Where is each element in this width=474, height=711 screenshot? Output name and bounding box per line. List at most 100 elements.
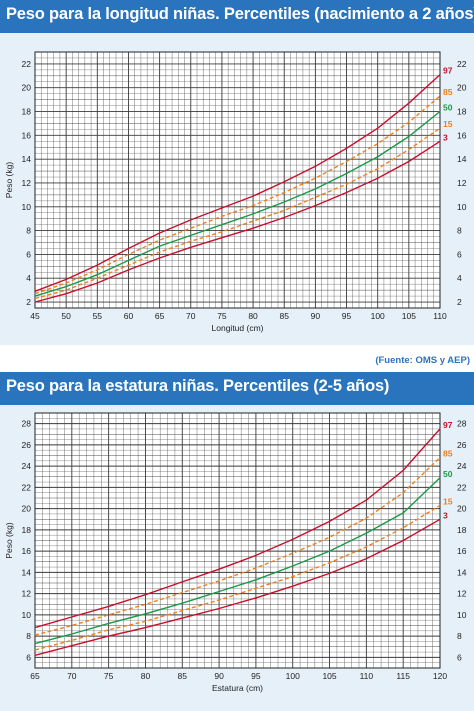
chart2-y-tick-label-left: 8 (26, 631, 31, 641)
chart2-x-tick-label: 85 (178, 671, 188, 681)
chart1-y-tick-label-right: 4 (457, 273, 462, 283)
chart1-x-tick-label: 90 (311, 311, 321, 321)
chart2-x-axis-label: Estatura (cm) (212, 683, 263, 693)
chart2-y-tick-label-left: 6 (26, 652, 31, 662)
chart1-series-label-p15: 15 (443, 119, 453, 129)
chart1-title: Peso para la longitud niñas. Percentiles… (6, 5, 474, 23)
chart1-y-tick-label-right: 16 (457, 130, 467, 140)
chart2-x-tick-label: 95 (251, 671, 261, 681)
chart1-series-p85 (34, 95, 441, 295)
chart2-series-label-p97: 97 (443, 420, 453, 430)
chart1-y-tick-label-left: 2 (26, 297, 31, 307)
chart2-y-axis-label: Peso (kg) (4, 522, 14, 559)
chart2-y-tick-label-left: 18 (22, 525, 32, 535)
chart2-title: Peso para la estatura niñas. Percentiles… (6, 377, 390, 395)
chart1-x-tick-label: 100 (371, 311, 385, 321)
chart2-series-p97 (34, 428, 441, 629)
chart2-y-tick-label-right: 10 (457, 610, 467, 620)
chart1-y-tick-label-left: 16 (22, 130, 32, 140)
chart2-y-tick-label-right: 12 (457, 589, 467, 599)
chart2-series-p85 (34, 457, 441, 636)
chart2-y-tick-label-right: 26 (457, 440, 467, 450)
chart1-plot-border (34, 51, 441, 309)
chart1-y-tick-label-right: 8 (457, 226, 462, 236)
chart2-series-label-p85: 85 (443, 449, 453, 459)
chart1-series-label-p97: 97 (443, 66, 453, 76)
chart1-y-tick-label-left: 14 (22, 154, 32, 164)
chart1-x-axis-label: Longitud (cm) (212, 323, 264, 333)
chart2-y-tick-label-left: 12 (22, 589, 32, 599)
chart2-x-tick-label: 65 (30, 671, 40, 681)
chart2-y-tick-label-left: 14 (22, 567, 32, 577)
chart2-series-label-p50: 50 (443, 469, 453, 479)
chart1-x-tick-label: 50 (61, 311, 71, 321)
chart1-y-tick-label-right: 14 (457, 154, 467, 164)
chart2-y-tick-label-right: 24 (457, 461, 467, 471)
chart2-x-tick-label: 105 (322, 671, 336, 681)
chart2-x-tick-label: 70 (67, 671, 77, 681)
chart2-y-tick-label-left: 10 (22, 610, 32, 620)
chart1-y-tick-label-left: 8 (26, 226, 31, 236)
chart1-series-p15 (34, 127, 441, 300)
chart1-y-tick-label-right: 18 (457, 107, 467, 117)
chart2-y-tick-label-left: 26 (22, 440, 32, 450)
chart2-y-tick-label-right: 16 (457, 546, 467, 556)
chart2-x-tick-label: 90 (214, 671, 224, 681)
chart2-y-tick-label-left: 20 (22, 504, 32, 514)
chart1-series-label-p50: 50 (443, 103, 453, 113)
chart1-x-tick-label: 65 (155, 311, 165, 321)
chart1-y-tick-label-right: 10 (457, 202, 467, 212)
chart2-y-tick-label-right: 18 (457, 525, 467, 535)
chart1-x-tick-label: 95 (342, 311, 352, 321)
chart2-x-tick-label: 110 (360, 671, 374, 681)
chart2-series-label-p3: 3 (443, 510, 448, 520)
chart1-x-tick-label: 55 (93, 311, 103, 321)
chart1-y-tick-label-right: 22 (457, 59, 467, 69)
chart1-x-tick-label: 80 (248, 311, 258, 321)
chart1-y-tick-label-right: 6 (457, 249, 462, 259)
chart1-y-tick-label-left: 6 (26, 249, 31, 259)
chart2-series-p50 (34, 477, 441, 645)
chart2-plot-border (34, 412, 441, 669)
chart2-y-tick-label-left: 24 (22, 461, 32, 471)
chart2-x-tick-label: 75 (104, 671, 114, 681)
chart1-y-tick-label-left: 20 (22, 83, 32, 93)
chart2-y-tick-label-right: 6 (457, 652, 462, 662)
chart1-series-p97 (34, 74, 441, 292)
chart1-x-tick-label: 60 (124, 311, 134, 321)
chart1-y-tick-label-left: 18 (22, 107, 32, 117)
chart1-plot-area (35, 52, 440, 308)
chart2-y-tick-label-right: 8 (457, 631, 462, 641)
chart2-y-tick-label-left: 16 (22, 546, 32, 556)
chart1-x-tick-label: 70 (186, 311, 196, 321)
chart2-series-p15 (34, 504, 441, 651)
chart1-series-p3 (34, 140, 441, 303)
chart2-x-tick-label: 120 (433, 671, 447, 681)
chart2-y-tick-label-right: 20 (457, 504, 467, 514)
chart2-y-tick-label-left: 22 (22, 482, 32, 492)
chart1-y-tick-label-left: 10 (22, 202, 32, 212)
chart2-series-label-p15: 15 (443, 496, 453, 506)
chart1-x-tick-label: 45 (30, 311, 40, 321)
chart1-series-p50 (34, 110, 441, 297)
chart1-y-tick-label-right: 20 (457, 83, 467, 93)
chart1-header: Peso para la longitud niñas. Percentiles… (0, 0, 474, 33)
chart1-x-tick-label: 75 (217, 311, 227, 321)
chart1-y-tick-label-right: 12 (457, 178, 467, 188)
chart2-y-tick-label-left: 28 (22, 419, 32, 429)
chart1-x-tick-label: 85 (279, 311, 289, 321)
chart2-header: Peso para la estatura niñas. Percentiles… (0, 372, 474, 405)
chart1-x-tick-label: 110 (433, 311, 447, 321)
chart2-y-tick-label-right: 22 (457, 482, 467, 492)
chart1-y-tick-label-left: 12 (22, 178, 32, 188)
chart1-y-tick-label-left: 22 (22, 59, 32, 69)
chart1-y-axis-label: Peso (kg) (4, 162, 14, 199)
chart1-x-tick-label: 105 (402, 311, 416, 321)
chart2-x-tick-label: 80 (141, 671, 151, 681)
chart2-x-tick-label: 115 (396, 671, 410, 681)
chart2-y-tick-label-right: 28 (457, 419, 467, 429)
chart2-series-p3 (34, 518, 441, 656)
chart1-y-tick-label-right: 2 (457, 297, 462, 307)
chart1-series-label-p3: 3 (443, 132, 448, 142)
